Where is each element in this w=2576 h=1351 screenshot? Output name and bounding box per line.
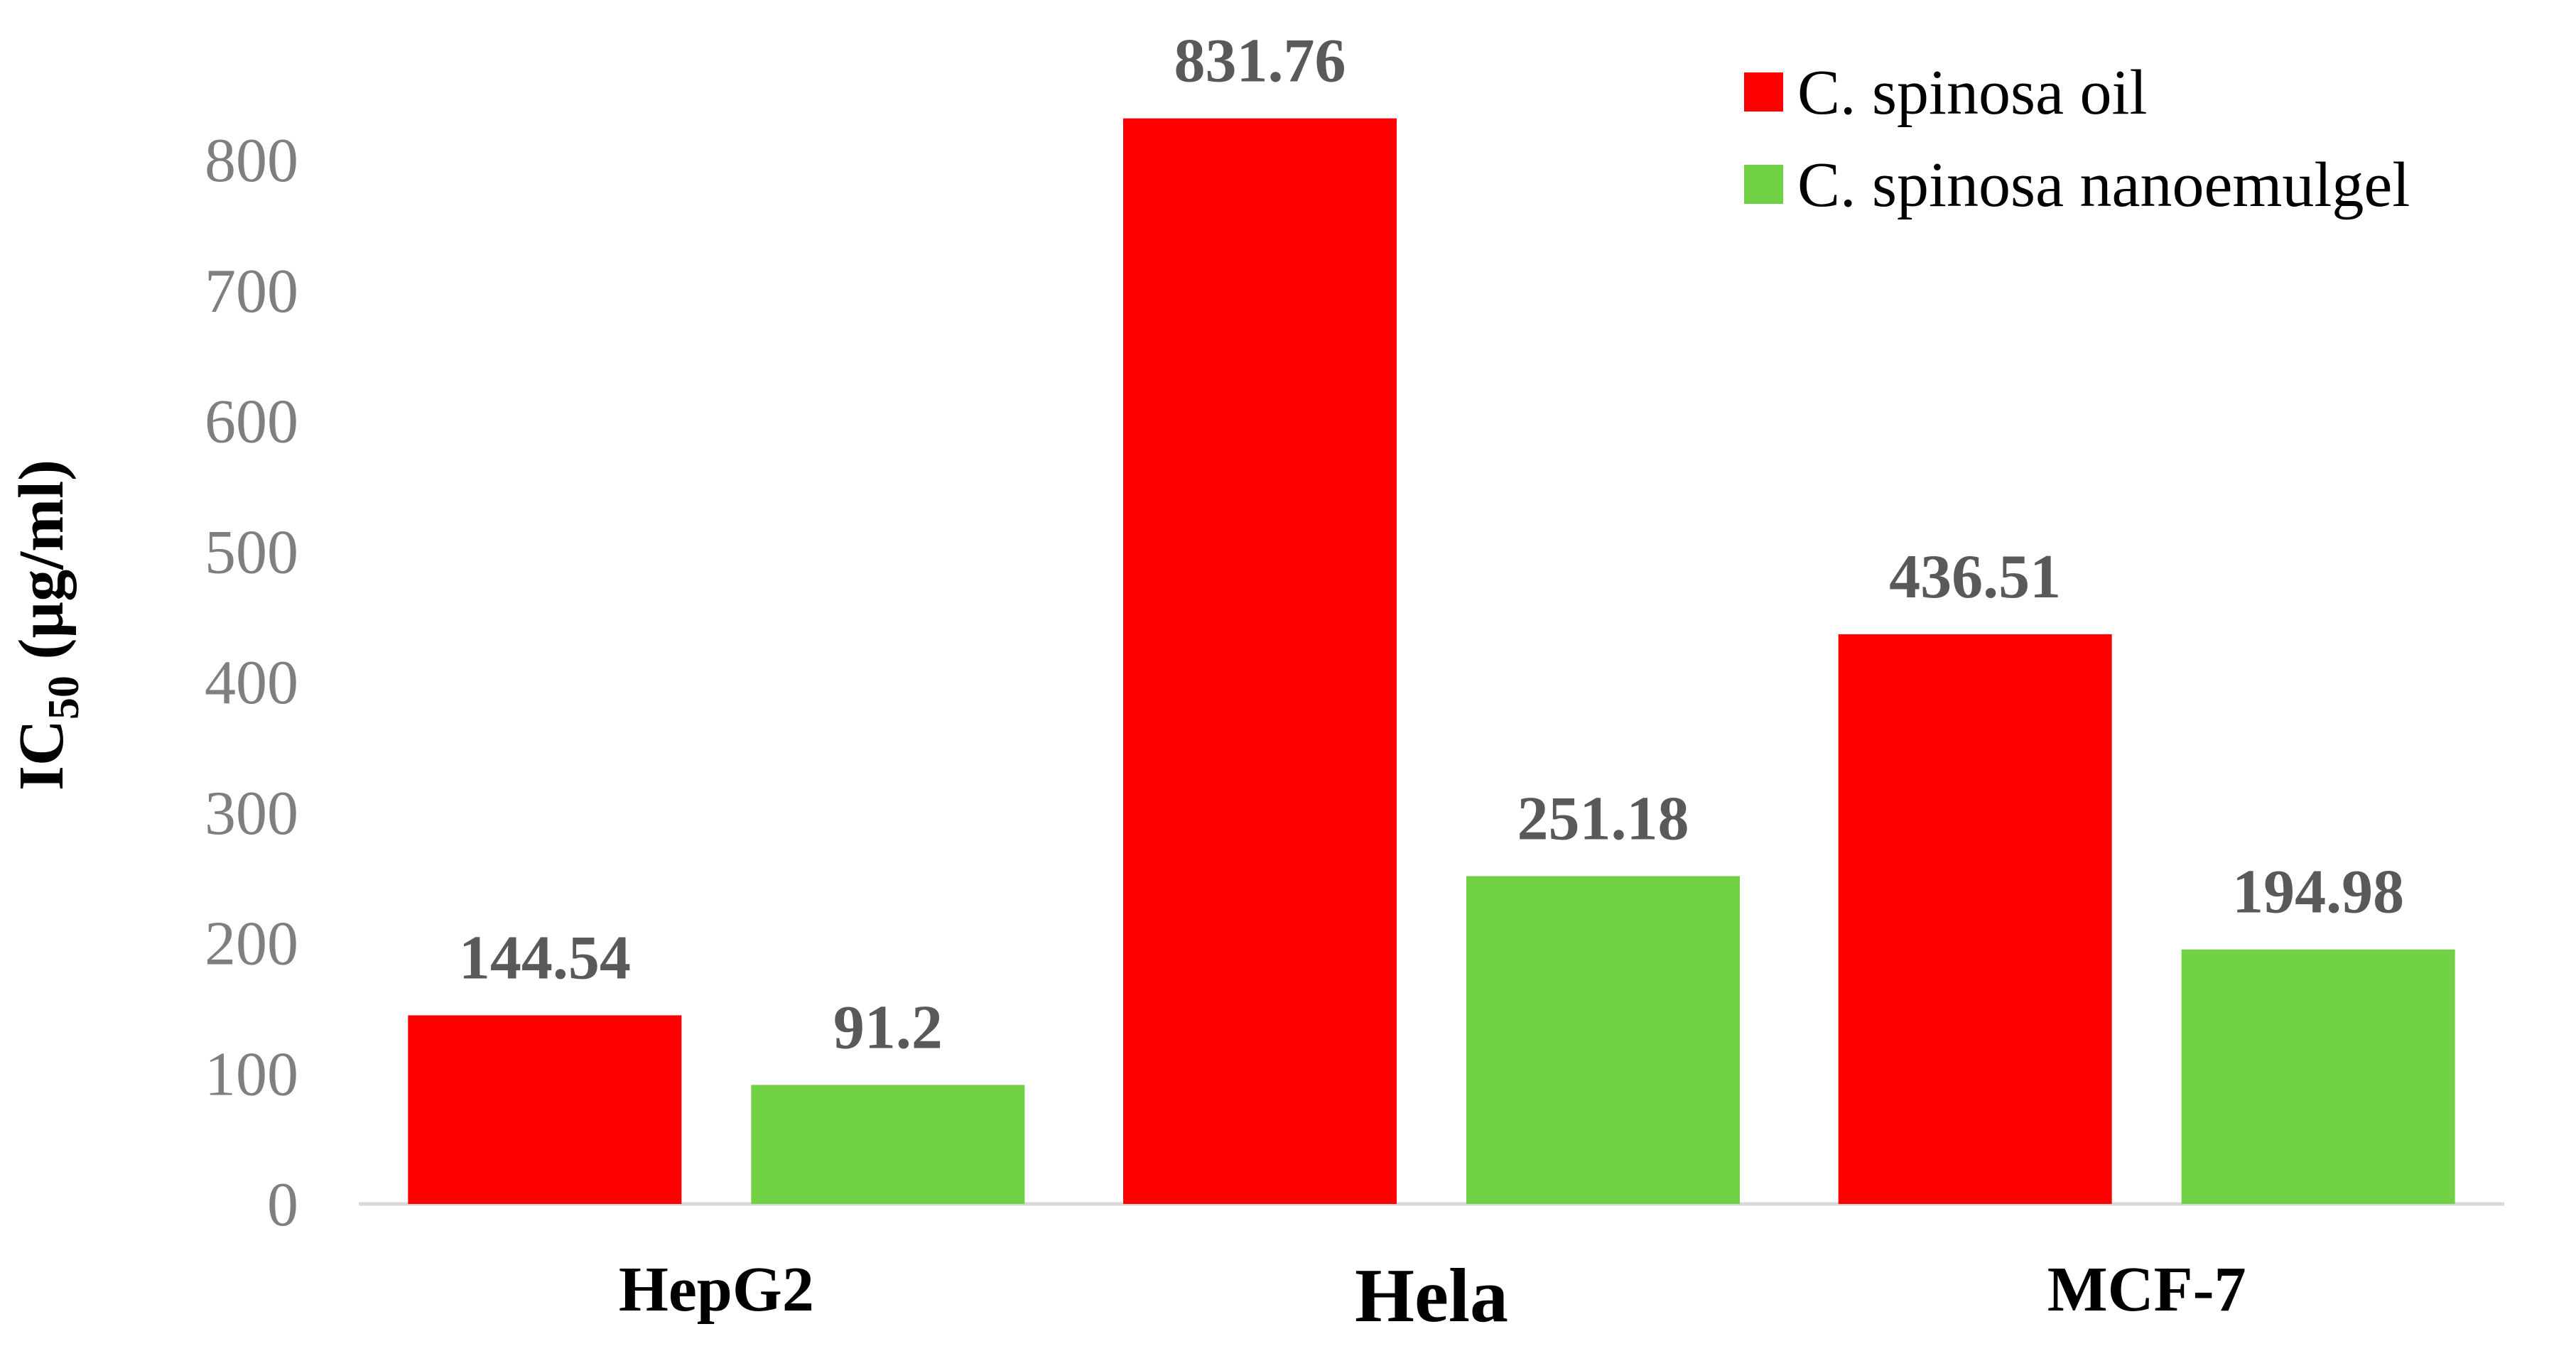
x-tick-label: Hela xyxy=(1355,1254,1508,1338)
y-axis-title: IC50 (µg/ml) xyxy=(6,460,88,791)
y-axis-title-subscript: 50 xyxy=(40,676,88,720)
legend-label: C. spinosa nanoemulgel xyxy=(1797,150,2410,220)
data-label: 194.98 xyxy=(2232,858,2404,927)
x-tick-label: MCF-7 xyxy=(2047,1254,2246,1325)
legend: C. spinosa oil C. spinosa nanoemulgel xyxy=(1744,58,2410,220)
y-tick-label: 500 xyxy=(205,518,298,587)
legend-label: C. spinosa oil xyxy=(1797,58,2148,128)
data-labels: 144.54 91.2 831.76 251.18 436.51 194.98 xyxy=(459,27,2404,1063)
y-axis: 0 100 200 300 400 500 600 700 800 xyxy=(205,126,298,1239)
bars xyxy=(408,118,2455,1205)
bar-hepg2-series-2 xyxy=(751,1085,1025,1204)
data-label: 831.76 xyxy=(1174,27,1346,96)
x-tick-label: HepG2 xyxy=(619,1254,814,1325)
y-tick-label: 600 xyxy=(205,388,298,457)
data-label: 91.2 xyxy=(833,993,943,1062)
y-tick-label: 700 xyxy=(205,257,298,326)
bar-hepg2-series-1 xyxy=(408,1015,682,1204)
bar-hela-series-2 xyxy=(1466,876,1740,1204)
y-tick-label: 300 xyxy=(205,779,298,848)
data-label: 251.18 xyxy=(1517,784,1689,853)
legend-swatch xyxy=(1744,72,1783,112)
data-label: 144.54 xyxy=(459,923,631,992)
y-axis-title-unit: (µg/ml) xyxy=(6,460,77,676)
y-axis-title-main: IC xyxy=(6,720,77,791)
data-label: 436.51 xyxy=(1889,543,2061,612)
bar-hela-series-1 xyxy=(1123,118,1397,1205)
y-tick-label: 800 xyxy=(205,126,298,195)
svg-text:IC50 (µg/ml): IC50 (µg/ml) xyxy=(6,460,88,791)
legend-swatch xyxy=(1744,165,1783,204)
y-tick-label: 200 xyxy=(205,910,298,979)
bar-mcf-7-series-1 xyxy=(1838,634,2112,1204)
y-tick-label: 0 xyxy=(267,1171,298,1239)
bar-mcf-7-series-2 xyxy=(2181,949,2455,1204)
y-tick-label: 400 xyxy=(205,649,298,717)
x-axis: HepG2 Hela MCF-7 xyxy=(619,1254,2246,1338)
y-tick-label: 100 xyxy=(205,1040,298,1109)
